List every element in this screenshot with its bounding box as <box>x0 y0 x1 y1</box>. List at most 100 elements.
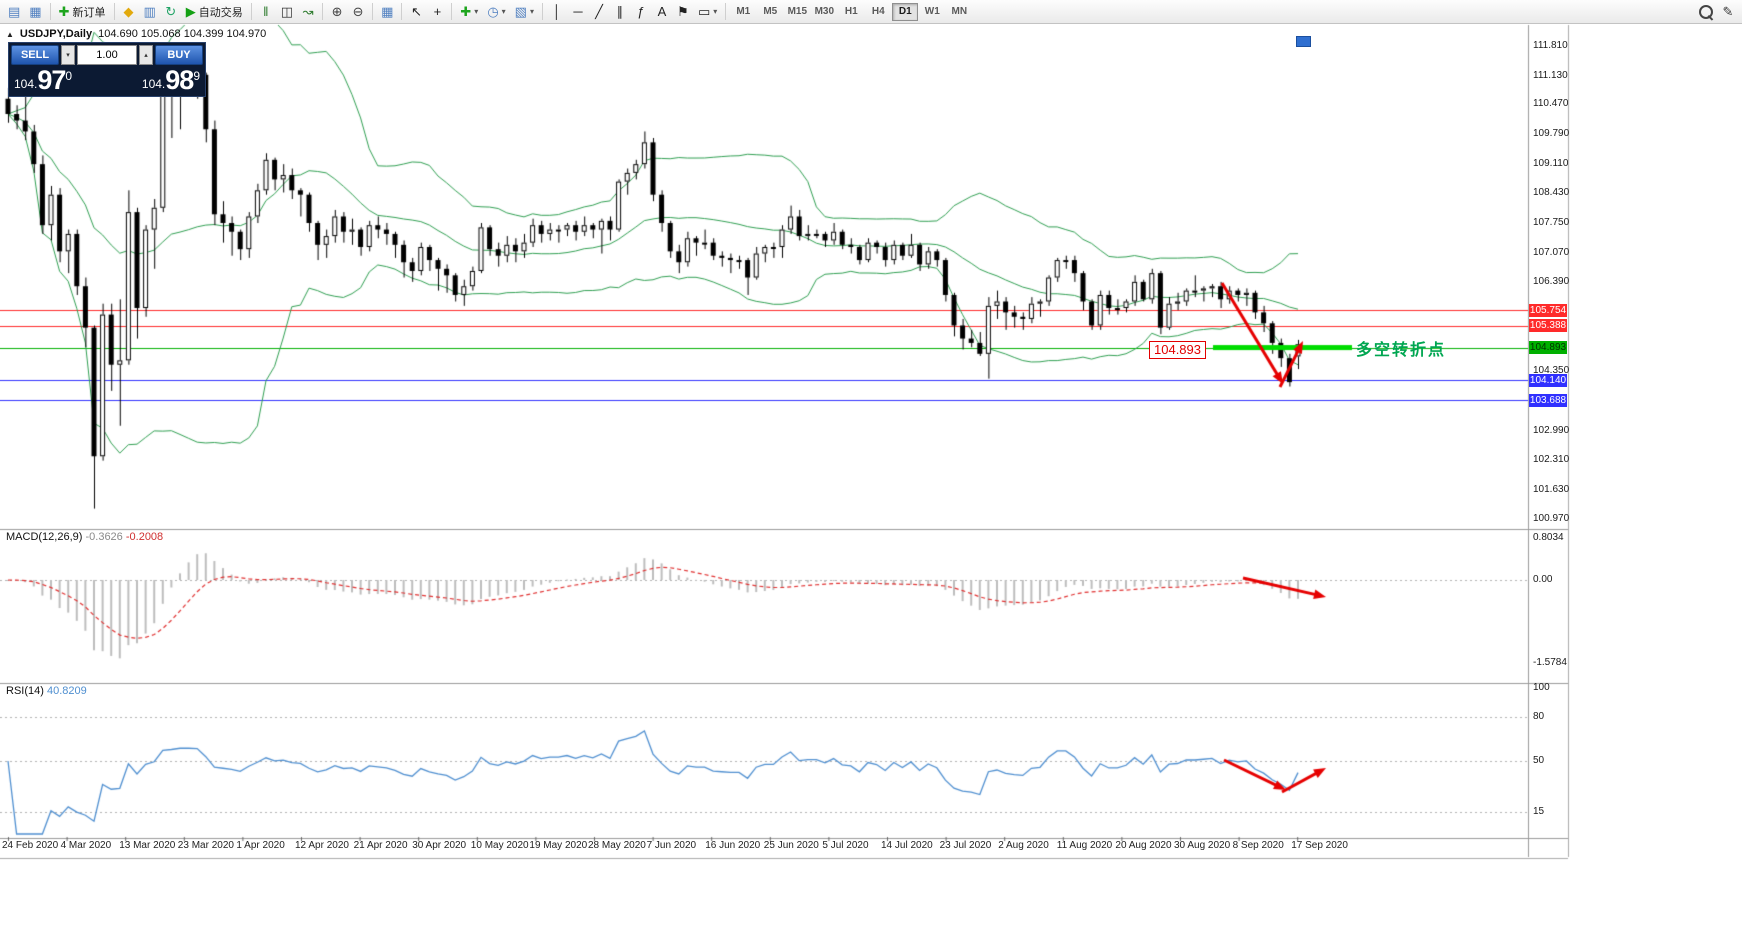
search-icon-glyph <box>1699 4 1713 19</box>
one-click-trading-panel: SELL ▾ ▴ BUY 104.970 104.989 <box>8 42 206 97</box>
indicators-icon-glyph: ✚ <box>460 4 472 19</box>
new-chart-icon[interactable]: ▤ <box>4 2 24 22</box>
channel-icon[interactable]: ∥ <box>610 2 630 22</box>
templates-icon[interactable]: ▧ ▾ <box>511 2 538 22</box>
timeframe-h4-label: H4 <box>871 6 885 17</box>
label-icon-glyph: ⚑ <box>677 4 689 19</box>
cursor-icon-glyph: ↖ <box>410 4 422 19</box>
text-icon[interactable]: A <box>652 2 672 22</box>
timeframe-m15-label: M15 <box>787 6 808 17</box>
timeframe-m1[interactable]: M1 <box>730 3 756 21</box>
bid-big: 97 <box>37 65 66 95</box>
timeframe-h1[interactable]: H1 <box>838 3 864 21</box>
rsi-label: RSI(14) 40.8209 <box>6 685 87 697</box>
timeframe-mn[interactable]: MN <box>946 3 972 21</box>
search-icon[interactable] <box>1695 2 1717 22</box>
rsi-name: RSI(14) <box>6 685 44 697</box>
buy-button[interactable]: BUY <box>155 45 203 65</box>
macd-signal-value: -0.2008 <box>125 531 164 543</box>
timeframe-m5[interactable]: M5 <box>757 3 783 21</box>
oct-collapse-icon[interactable]: ▲ <box>6 29 14 39</box>
timeframe-d1[interactable]: D1 <box>892 2 919 21</box>
market-watch-icon[interactable]: ▥ <box>140 2 160 22</box>
label-icon[interactable]: ⚑ <box>673 2 693 22</box>
templates-icon-glyph: ▧ <box>514 4 527 19</box>
metaeditor-icon[interactable]: ◆ <box>119 2 139 22</box>
timeframe-w1-label: W1 <box>924 6 940 17</box>
period-icon-caret: ▾ <box>501 7 506 16</box>
indicators-icon[interactable]: ✚ ▾ <box>456 2 482 22</box>
rsi-value: 40.8209 <box>46 685 87 697</box>
ask-sup: 9 <box>193 69 200 83</box>
edit-icon[interactable]: ✎ <box>1718 2 1738 22</box>
fibonacci-icon-glyph: ƒ <box>637 4 645 19</box>
templates-icon-caret: ▾ <box>529 7 534 16</box>
new-order-button[interactable]: ✚ 新订单 <box>55 2 110 22</box>
tile-windows-icon[interactable]: ▦ <box>377 2 397 22</box>
ask-big: 98 <box>165 65 194 95</box>
volume-down-icon[interactable]: ▾ <box>61 45 75 65</box>
turning-point-note[interactable]: 多空转折点 <box>1356 342 1447 359</box>
chart-title: ▲ USDJPY,Daily 104.690 105.068 104.399 1… <box>6 28 266 40</box>
sell-button[interactable]: SELL <box>11 45 59 65</box>
line-chart-icon-glyph: ↝ <box>302 4 314 19</box>
horizontal-line-icon[interactable]: ─ <box>568 2 588 22</box>
zoom-out-icon[interactable]: ⊖ <box>348 2 368 22</box>
period-icon[interactable]: ◷ ▾ <box>483 2 509 22</box>
timeframe-m30[interactable]: M30 <box>811 3 837 21</box>
ask-price[interactable]: 104. 98 9 <box>141 65 200 95</box>
metaeditor-icon-glyph: ◆ <box>123 4 134 19</box>
macd-name: MACD(12,26,9) <box>6 531 83 543</box>
candlestick-chart-icon[interactable]: ◫ <box>277 2 297 22</box>
toolbar-separator <box>451 3 453 20</box>
bar-chart-icon[interactable]: ‖ <box>256 2 276 22</box>
vertical-line-icon[interactable]: │ <box>547 2 567 22</box>
timeframe-mn-label: MN <box>951 6 968 17</box>
crosshair-icon[interactable]: + <box>427 2 447 22</box>
timeframe-w1[interactable]: W1 <box>919 3 945 21</box>
zoom-in-icon-glyph: ⊕ <box>331 4 343 19</box>
volume-field <box>77 45 137 65</box>
toolbar: ▤ ▦ ✚ 新订单 ◆ ▥ ↻ ▶ 自动交易 ‖ ◫ ↝ ⊕ ⊖ ▦ ↖ + ✚ ▾ ◷ ▾ ▧ ▾ │ ─ ╱ ∥ ƒ A ⚑ ▭ ▾ M1 M… <box>0 0 1742 24</box>
autotrading-button[interactable]: ▶ 自动交易 <box>182 2 247 22</box>
shapes-icon[interactable]: ▭ ▾ <box>694 2 721 22</box>
line-chart-icon[interactable]: ↝ <box>298 2 318 22</box>
new-chart-icon-glyph: ▤ <box>8 4 21 19</box>
toolbar-separator <box>250 3 252 20</box>
ask-base: 104. <box>141 77 166 91</box>
bid-price[interactable]: 104. 97 0 <box>14 65 72 95</box>
symbol-label: USDJPY,Daily <box>19 28 93 40</box>
crosshair-icon-glyph: + <box>433 4 442 19</box>
chart-corner-button[interactable] <box>1296 36 1311 47</box>
autotrading-button-label: 自动交易 <box>198 6 243 19</box>
trendline-icon[interactable]: ╱ <box>589 2 609 22</box>
tile-windows-icon-glyph: ▦ <box>381 4 394 19</box>
cursor-icon[interactable]: ↖ <box>406 2 426 22</box>
autotrading-button-glyph: ▶ <box>185 4 196 19</box>
toolbar-separator <box>372 3 374 20</box>
shapes-icon-caret: ▾ <box>713 7 718 16</box>
timeframe-m1-label: M1 <box>736 6 751 17</box>
shapes-icon-glyph: ▭ <box>697 4 711 19</box>
toolbar-separator <box>49 3 51 20</box>
candlestick-chart-icon-glyph: ◫ <box>280 4 294 19</box>
refresh-icon[interactable]: ↻ <box>161 2 181 22</box>
zoom-in-icon[interactable]: ⊕ <box>327 2 347 22</box>
macd-main-value: -0.3626 <box>85 531 123 543</box>
toolbar-separator <box>725 3 727 20</box>
new-order-button-glyph: ✚ <box>58 4 70 19</box>
toolbar-separator <box>322 3 324 20</box>
volume-up-icon[interactable]: ▴ <box>139 45 153 65</box>
volume-input[interactable] <box>78 49 136 61</box>
edit-icon-glyph: ✎ <box>1722 4 1734 19</box>
fibonacci-icon[interactable]: ƒ <box>631 2 651 22</box>
timeframe-h4[interactable]: H4 <box>865 3 891 21</box>
support-price-label[interactable]: 104.893 <box>1149 341 1206 359</box>
market-watch-icon-glyph: ▥ <box>143 4 156 19</box>
timeframe-h1-label: H1 <box>844 6 858 17</box>
profiles-icon[interactable]: ▦ <box>25 2 45 22</box>
timeframe-m5-label: M5 <box>763 6 778 17</box>
timeframe-m15[interactable]: M15 <box>784 3 810 21</box>
